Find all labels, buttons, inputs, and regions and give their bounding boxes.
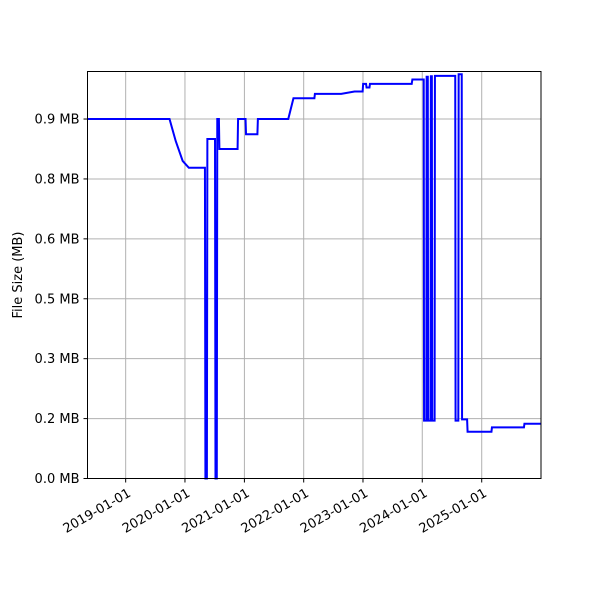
y-tick-label: 0.6 MB (35, 232, 80, 247)
series-line-file-size (87, 73, 541, 480)
y-tick-label: 0.0 MB (35, 472, 80, 487)
axes-layer: 2019-01-012020-01-012021-01-012022-01-01… (35, 71, 542, 537)
y-tick-label: 0.2 MB (35, 412, 80, 427)
plot-border (87, 71, 542, 479)
y-tick-label: 0.9 MB (35, 113, 80, 128)
y-tick-label: 0.5 MB (35, 292, 80, 307)
grid-layer (87, 71, 541, 479)
series-layer (87, 73, 541, 480)
x-tick-label: 2025-01-01 (417, 486, 490, 537)
y-tick-label: 0.3 MB (35, 352, 80, 367)
y-axis-label: File Size (MB) (11, 232, 26, 319)
y-tick-label: 0.8 MB (35, 172, 80, 187)
